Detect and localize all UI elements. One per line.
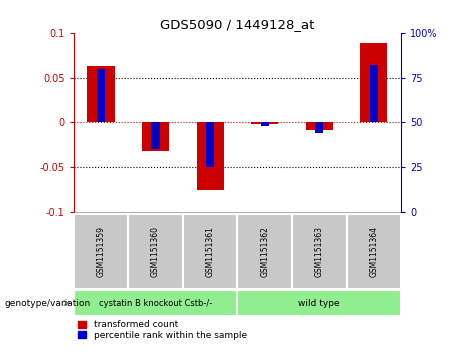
Bar	[315, 122, 323, 133]
Bar	[360, 44, 387, 122]
FancyBboxPatch shape	[292, 213, 347, 289]
Bar	[196, 122, 224, 189]
Text: GSM1151362: GSM1151362	[260, 226, 269, 277]
Bar	[88, 66, 115, 122]
Bar	[260, 122, 269, 126]
FancyBboxPatch shape	[237, 213, 292, 289]
Title: GDS5090 / 1449128_at: GDS5090 / 1449128_at	[160, 19, 314, 32]
Text: GSM1151363: GSM1151363	[315, 226, 324, 277]
Bar	[370, 65, 378, 122]
Bar	[97, 69, 105, 122]
Legend: transformed count, percentile rank within the sample: transformed count, percentile rank withi…	[78, 320, 247, 340]
FancyBboxPatch shape	[74, 213, 128, 289]
Text: GSM1151360: GSM1151360	[151, 226, 160, 277]
Text: genotype/variation: genotype/variation	[5, 299, 91, 307]
Bar	[152, 122, 160, 149]
Text: cystatin B knockout Cstb-/-: cystatin B knockout Cstb-/-	[99, 299, 212, 307]
Text: GSM1151359: GSM1151359	[96, 226, 106, 277]
FancyBboxPatch shape	[74, 290, 237, 316]
FancyBboxPatch shape	[237, 290, 401, 316]
Bar	[206, 122, 214, 167]
Bar	[306, 122, 333, 130]
FancyBboxPatch shape	[347, 213, 401, 289]
FancyBboxPatch shape	[183, 213, 237, 289]
Text: GSM1151361: GSM1151361	[206, 226, 215, 277]
Text: GSM1151364: GSM1151364	[369, 226, 378, 277]
FancyBboxPatch shape	[128, 213, 183, 289]
Bar	[251, 122, 278, 124]
Text: wild type: wild type	[298, 299, 340, 307]
Bar	[142, 122, 169, 151]
